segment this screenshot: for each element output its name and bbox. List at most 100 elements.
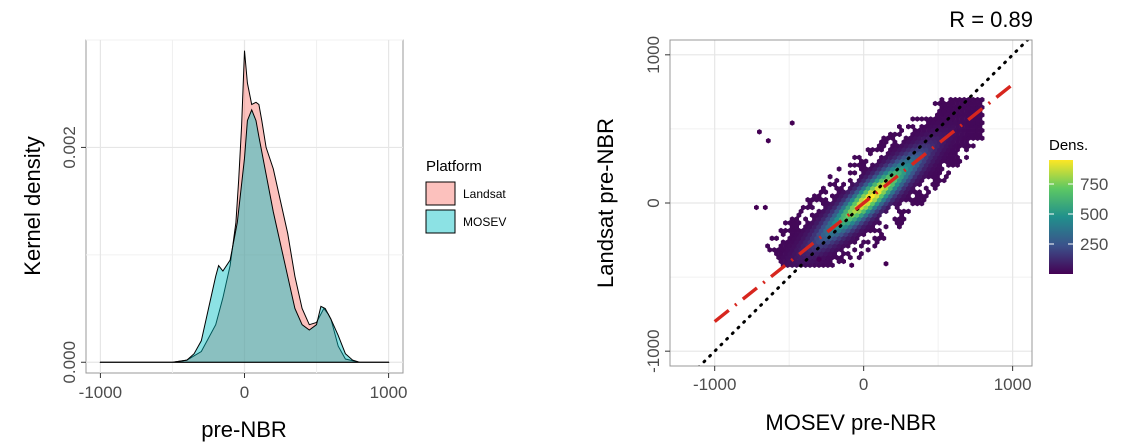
hexbin [937,123,942,130]
hexbin [950,147,956,153]
density-plot: -1000 0 1000 0.000 0.002 pre-NBR Kernel den… [20,39,408,442]
hexbin [780,231,786,238]
hexbin [825,247,831,253]
reference-lines [697,40,1030,366]
hexbin [868,181,873,188]
hexbin [868,166,873,172]
hexbin [897,185,902,191]
hexbin [950,139,956,145]
hexbin [785,254,791,261]
hexbin [874,239,880,245]
hexbin [812,262,817,268]
hexbin [903,173,909,180]
hexbin-outlier [816,256,822,263]
hexbin [957,143,963,149]
hexbin [885,189,891,195]
hexbin [874,193,880,199]
hexbin [888,131,893,138]
y-tick-label: 0 [644,198,663,207]
hexbin [794,247,799,253]
hexbin [881,158,887,165]
hexbin [935,135,940,141]
hexbin [847,193,853,199]
hexbin [921,143,927,149]
hexbin [823,235,829,242]
hexbin [943,104,949,111]
hexbin [818,250,824,257]
hexbin [794,224,799,230]
hexbin [899,150,904,157]
hexbin [783,220,788,226]
hexbin [803,224,808,230]
hexbin [787,227,793,234]
hexbin [834,193,840,199]
hexbin [939,150,945,157]
hexbin [903,181,909,188]
hexbin [872,235,878,242]
hexbin [841,258,846,265]
hexbin [876,197,882,203]
hexbin [912,173,918,180]
hexbin [794,262,799,268]
hexbin [870,185,875,191]
hexbin [796,243,802,249]
hexbin [879,193,884,199]
hexbin [765,243,770,249]
hexbin [792,250,797,257]
hexbin [932,170,938,176]
scatter-y-ticks: -1000 0 1000 [644,36,670,373]
hexbin [973,131,978,138]
hexbin [979,96,985,103]
hexbin [868,150,873,157]
hexbin [952,135,958,141]
hexbin [919,123,925,130]
hexbin [897,131,902,138]
platform-legend: Platform Landsat MOSEV [425,158,506,234]
hexbin-outlier [757,129,762,135]
hexbin [816,262,822,268]
hexbin [838,231,844,238]
hexbin [959,116,965,122]
hexbin [970,135,976,141]
hexbin [821,231,826,238]
hexbin [883,200,889,207]
hexbin [805,227,811,234]
hexbin [874,162,880,168]
hexbin [796,235,802,242]
hexbin [809,204,815,211]
hexbin [823,250,829,257]
hexbin [912,181,918,188]
hexbin [861,239,867,245]
hexbin [955,139,960,145]
hexbin [827,181,833,188]
hexbin [865,239,871,245]
hexbin [789,224,795,230]
hexbin [899,143,904,149]
hexbin [888,147,893,153]
hexbin [901,177,907,184]
hexbin [809,212,815,218]
hexbin [861,216,867,222]
hexbin [937,154,942,161]
hexbin [897,177,902,184]
hexbin [973,116,978,122]
hexbin [910,116,916,122]
hexbin [948,158,954,165]
hexbin [917,189,922,195]
hexbin [903,150,909,157]
hexbin [830,254,835,261]
legend-swatch-landsat [425,181,456,206]
hexbin [932,116,938,122]
hexbin [946,123,951,130]
hexbin [816,208,822,215]
legend-title: Platform [426,158,482,175]
hexbin [850,197,855,203]
hexbin [977,123,983,130]
hexbin [941,131,947,138]
hexbin [847,208,853,215]
hexbin [935,112,940,118]
hexbin [894,150,900,157]
hexbin [926,143,931,149]
hexbin [850,220,855,226]
hexbin [964,154,969,161]
